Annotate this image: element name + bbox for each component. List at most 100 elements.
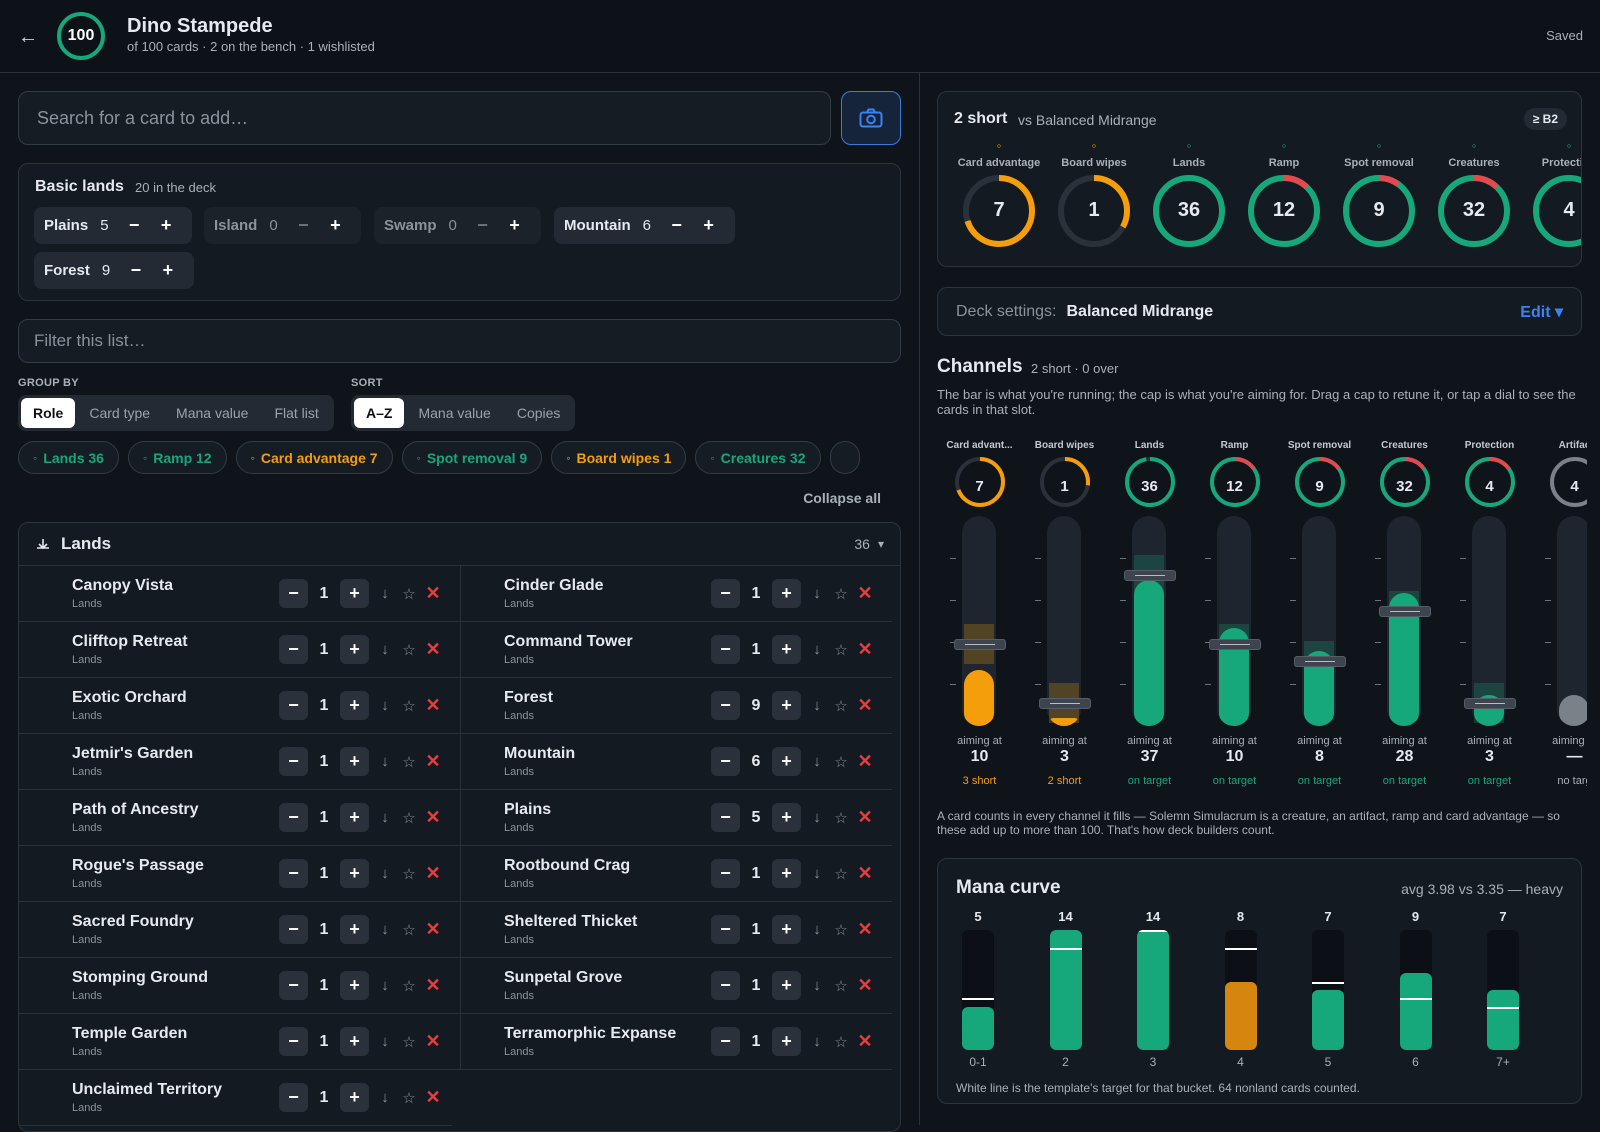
move-to-bench-icon[interactable]: ↓ — [381, 1089, 389, 1106]
increase-button[interactable]: + — [340, 971, 369, 1000]
remove-card-icon[interactable]: ✕ — [857, 639, 873, 659]
chevron-down-icon[interactable]: ▾ — [877, 537, 884, 551]
plus-button[interactable]: + — [162, 260, 174, 280]
card-name[interactable]: Jetmir's Garden — [72, 745, 194, 762]
move-to-bench-icon[interactable]: ↓ — [813, 921, 821, 938]
channel-dial[interactable]: 12 — [1192, 457, 1277, 509]
target-cap-handle[interactable] — [954, 639, 1006, 651]
wishlist-star-icon[interactable]: ☆ — [402, 865, 416, 883]
move-to-bench-icon[interactable]: ↓ — [381, 977, 389, 994]
curve-bucket[interactable]: 14 2 — [1041, 909, 1091, 1069]
decrease-button[interactable]: − — [711, 803, 740, 832]
card-name[interactable]: Plains — [504, 801, 552, 818]
channel-dial[interactable]: 36 — [1107, 457, 1192, 509]
card-search-input[interactable]: Search for a card to add… — [18, 91, 831, 145]
coverage-item[interactable]: ◦ Protection 4 — [1522, 138, 1581, 249]
decrease-button[interactable]: − — [279, 859, 308, 888]
wishlist-star-icon[interactable]: ☆ — [834, 977, 848, 995]
card-name[interactable]: Clifftop Retreat — [72, 633, 188, 650]
card-name[interactable]: Rogue's Passage — [72, 857, 204, 874]
card-name[interactable]: Temple Garden — [72, 1025, 188, 1042]
camera-scan-button[interactable] — [841, 91, 901, 145]
remove-card-icon[interactable]: ✕ — [857, 583, 873, 603]
wishlist-star-icon[interactable]: ☆ — [402, 697, 416, 715]
channel-dial[interactable]: 4 — [1447, 457, 1532, 509]
increase-button[interactable]: + — [772, 803, 801, 832]
decrease-button[interactable]: − — [279, 691, 308, 720]
decrease-button[interactable]: − — [711, 859, 740, 888]
move-to-bench-icon[interactable]: ↓ — [813, 697, 821, 714]
decrease-button[interactable]: − — [279, 803, 308, 832]
channel-dial[interactable]: 1 — [1022, 457, 1107, 509]
wishlist-star-icon[interactable]: ☆ — [402, 921, 416, 939]
increase-button[interactable]: + — [340, 803, 369, 832]
minus-button[interactable]: − — [477, 215, 488, 235]
group-option-flat-list[interactable]: Flat list — [274, 405, 319, 421]
wishlist-star-icon[interactable]: ☆ — [402, 1089, 416, 1107]
decrease-button[interactable]: − — [711, 971, 740, 1000]
minus-button[interactable]: − — [298, 215, 309, 235]
role-chip[interactable]: ◦ Board wipes 1 — [551, 441, 687, 474]
remove-card-icon[interactable]: ✕ — [425, 751, 441, 771]
back-arrow-icon[interactable]: ← — [18, 26, 38, 48]
channel-dial[interactable]: 4 — [1532, 457, 1587, 509]
minus-button[interactable]: − — [671, 215, 682, 235]
decrease-button[interactable]: − — [279, 971, 308, 1000]
move-to-bench-icon[interactable]: ↓ — [813, 977, 821, 994]
coverage-item[interactable]: ◦ Card advantage 7 — [952, 138, 1046, 249]
increase-button[interactable]: + — [772, 579, 801, 608]
increase-button[interactable]: + — [772, 747, 801, 776]
remove-card-icon[interactable]: ✕ — [425, 863, 441, 883]
card-name[interactable]: Sacred Foundry — [72, 913, 194, 930]
channel-slider-track[interactable] — [1132, 516, 1166, 726]
increase-button[interactable]: + — [340, 915, 369, 944]
wishlist-star-icon[interactable]: ☆ — [834, 753, 848, 771]
wishlist-star-icon[interactable]: ☆ — [402, 585, 416, 603]
target-cap-handle[interactable] — [1209, 639, 1261, 651]
coverage-item[interactable]: ◦ Creatures 32 — [1427, 138, 1521, 249]
increase-button[interactable]: + — [772, 971, 801, 1000]
remove-card-icon[interactable]: ✕ — [425, 695, 441, 715]
wishlist-star-icon[interactable]: ☆ — [834, 865, 848, 883]
remove-card-icon[interactable]: ✕ — [425, 975, 441, 995]
remove-card-icon[interactable]: ✕ — [857, 751, 873, 771]
role-chip[interactable]: ◦ Lands 36 — [18, 441, 119, 474]
decrease-button[interactable]: − — [279, 1027, 308, 1056]
remove-card-icon[interactable]: ✕ — [425, 919, 441, 939]
coverage-item[interactable]: ◦ Spot removal 9 — [1332, 138, 1426, 249]
move-to-bench-icon[interactable]: ↓ — [381, 641, 389, 658]
remove-card-icon[interactable]: ✕ — [857, 975, 873, 995]
wishlist-star-icon[interactable]: ☆ — [834, 809, 848, 827]
card-name[interactable]: Stomping Ground — [72, 969, 208, 986]
remove-card-icon[interactable]: ✕ — [857, 695, 873, 715]
wishlist-star-icon[interactable]: ☆ — [402, 641, 416, 659]
move-to-bench-icon[interactable]: ↓ — [381, 921, 389, 938]
move-to-bench-icon[interactable]: ↓ — [381, 809, 389, 826]
role-chip[interactable]: ◦ Creatures 32 — [695, 441, 821, 474]
curve-bucket[interactable]: 14 3 — [1128, 909, 1178, 1069]
target-cap-handle[interactable] — [1379, 605, 1431, 617]
target-cap-handle[interactable] — [1124, 569, 1176, 581]
group-option-mana-value[interactable]: Mana value — [176, 405, 249, 421]
move-to-bench-icon[interactable]: ↓ — [381, 585, 389, 602]
group-option-role[interactable]: Role — [21, 398, 76, 428]
increase-button[interactable]: + — [340, 1027, 369, 1056]
edit-settings-button[interactable]: Edit ▾ — [1520, 303, 1563, 321]
wishlist-star-icon[interactable]: ☆ — [834, 697, 848, 715]
target-cap-handle[interactable] — [1464, 697, 1516, 709]
remove-card-icon[interactable]: ✕ — [425, 583, 441, 603]
sort-option-az[interactable]: A–Z — [354, 398, 405, 428]
sort-option-mana-value[interactable]: Mana value — [418, 405, 491, 421]
coverage-item[interactable]: ◦ Ramp 12 — [1237, 138, 1331, 249]
increase-button[interactable]: + — [340, 747, 369, 776]
increase-button[interactable]: + — [340, 635, 369, 664]
card-name[interactable]: Sunpetal Grove — [504, 969, 623, 986]
minus-button[interactable]: − — [130, 260, 142, 280]
wishlist-star-icon[interactable]: ☆ — [834, 641, 848, 659]
increase-button[interactable]: + — [340, 1083, 369, 1112]
group-option-card-type[interactable]: Card type — [89, 405, 151, 421]
increase-button[interactable]: + — [772, 1027, 801, 1056]
role-chip[interactable]: ◦ Spot removal 9 — [401, 441, 543, 474]
wishlist-star-icon[interactable]: ☆ — [834, 921, 848, 939]
